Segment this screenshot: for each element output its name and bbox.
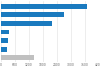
- Bar: [1, 12, 64, 17]
- Bar: [1, 55, 34, 60]
- Bar: [1, 47, 7, 52]
- Bar: [1, 38, 8, 43]
- Bar: [1, 30, 9, 34]
- Bar: [1, 21, 52, 26]
- Bar: [1, 4, 87, 9]
